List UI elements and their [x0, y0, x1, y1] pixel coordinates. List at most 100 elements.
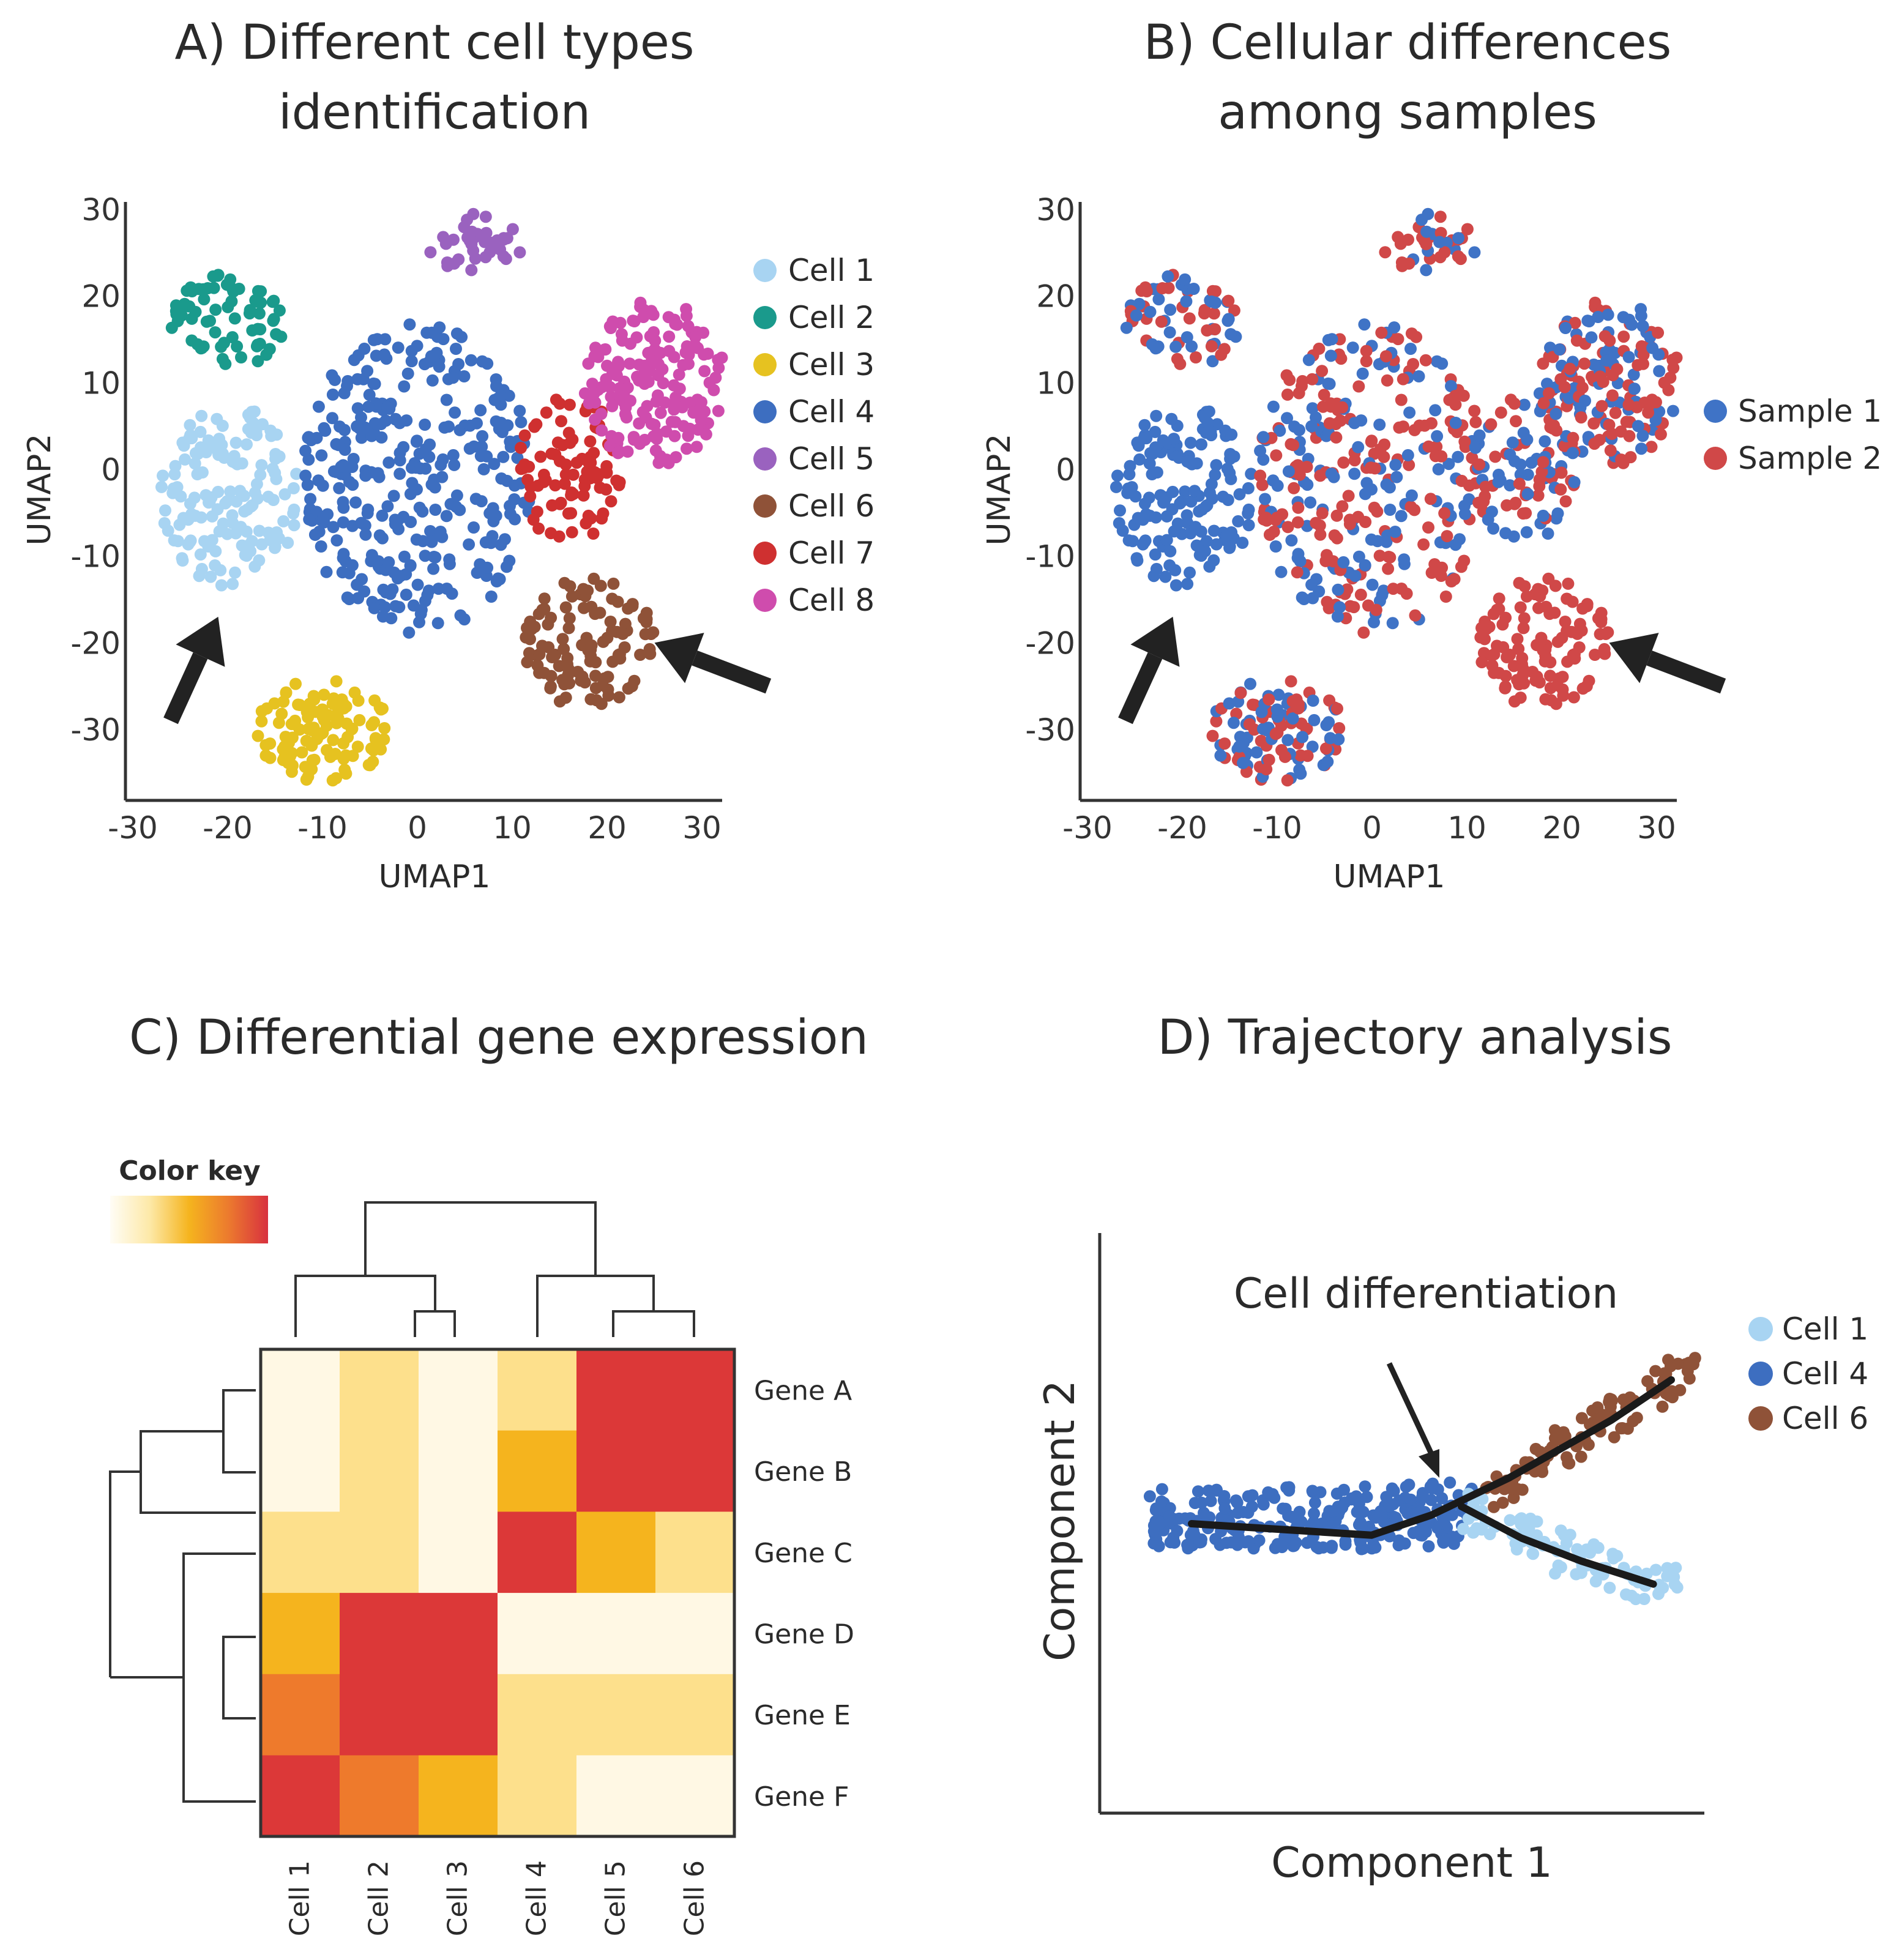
legend-label: Cell 4 — [1782, 1356, 1868, 1392]
umap-point — [651, 428, 663, 440]
panel-b-title-line1: B) Cellular differences — [1144, 15, 1672, 70]
umap-point — [673, 382, 686, 395]
umap-point — [230, 495, 243, 508]
umap-point — [1144, 305, 1157, 318]
umap-point — [1259, 493, 1272, 505]
umap-point — [1171, 517, 1184, 530]
y-tick-label: 30 — [81, 192, 121, 228]
legend-swatch — [753, 400, 777, 423]
umap-point — [368, 602, 381, 614]
umap-point — [1348, 454, 1361, 467]
umap-point — [179, 453, 192, 466]
umap-point — [277, 515, 290, 527]
umap-point — [359, 469, 372, 482]
umap-point — [619, 617, 632, 630]
umap-point — [523, 647, 535, 660]
umap-point — [1667, 362, 1680, 374]
umap-point — [1537, 456, 1550, 469]
umap-point — [1310, 516, 1322, 529]
umap-point — [1294, 749, 1307, 762]
legend-swatch — [753, 353, 777, 376]
umap-point — [1357, 626, 1370, 639]
umap-point — [337, 551, 349, 564]
umap-point — [185, 285, 198, 297]
umap-point — [195, 441, 207, 454]
umap-point — [1492, 475, 1505, 488]
umap-point — [1653, 365, 1666, 378]
umap-point — [1187, 283, 1200, 295]
umap-point — [1424, 493, 1437, 505]
umap-point — [1209, 468, 1222, 481]
umap-point — [515, 415, 528, 428]
umap-point — [1436, 561, 1449, 574]
umap-point — [1201, 324, 1214, 337]
umap-point — [1617, 330, 1630, 343]
umap-point — [1581, 315, 1594, 327]
umap-point — [584, 435, 597, 448]
umap-point — [1185, 340, 1198, 353]
umap-point — [252, 355, 264, 368]
umap-point — [1305, 578, 1318, 591]
umap-point — [599, 343, 611, 356]
umap-point — [267, 294, 280, 307]
umap-point — [1380, 535, 1393, 548]
umap-point — [1181, 578, 1194, 591]
umap-point — [1318, 389, 1330, 401]
umap-point — [1222, 313, 1235, 326]
umap-point — [1149, 511, 1162, 524]
umap-point — [1449, 398, 1462, 411]
umap-point — [370, 349, 382, 362]
trajectory-point — [1339, 1538, 1352, 1551]
umap-point — [1196, 503, 1209, 516]
umap-point — [1113, 517, 1125, 529]
umap-point — [312, 400, 325, 413]
umap-point — [1553, 343, 1566, 356]
umap-point — [458, 370, 471, 382]
trajectory-point — [1312, 1542, 1325, 1555]
umap-point — [228, 312, 241, 325]
umap-point — [1606, 369, 1619, 382]
trajectory-point — [1231, 1507, 1244, 1519]
umap-point — [1162, 270, 1174, 283]
umap-point — [255, 459, 268, 472]
umap-point — [1417, 538, 1430, 551]
umap-point — [1281, 521, 1294, 534]
x-tick-label: 10 — [493, 810, 532, 846]
trajectory-point — [1536, 1466, 1549, 1478]
heatmap-cell — [498, 1674, 577, 1756]
umap-point — [1205, 478, 1218, 491]
umap-point — [1260, 763, 1273, 776]
umap-point — [497, 250, 510, 263]
legend-label: Cell 2 — [788, 300, 875, 335]
umap-point — [315, 728, 327, 740]
umap-point — [212, 485, 225, 498]
umap-point — [158, 517, 171, 529]
umap-point — [644, 330, 657, 343]
umap-point — [1645, 441, 1658, 453]
umap-point — [226, 455, 239, 468]
umap-point — [582, 644, 595, 657]
trajectory-point — [1288, 1540, 1300, 1552]
umap-point — [1124, 460, 1136, 472]
umap-point — [1180, 295, 1193, 308]
umap-point — [428, 481, 441, 494]
umap-point — [1138, 432, 1151, 445]
umap-point — [316, 479, 329, 492]
umap-point — [183, 432, 196, 445]
umap-point — [1210, 459, 1223, 472]
heatmap-cell — [576, 1511, 656, 1593]
heatmap-cell — [340, 1755, 419, 1837]
trajectory-point — [1549, 1432, 1561, 1445]
umap-point — [1543, 387, 1555, 400]
umap-point — [1322, 716, 1335, 729]
umap-point — [1180, 331, 1193, 344]
umap-point — [558, 576, 571, 589]
umap-point — [1111, 469, 1124, 482]
umap-point — [640, 606, 653, 619]
heatmap-row-label: Gene E — [754, 1700, 851, 1731]
umap-point — [398, 550, 411, 563]
umap-point — [637, 311, 650, 323]
umap-point — [273, 450, 286, 463]
trajectory-point — [1147, 1525, 1160, 1538]
umap-point — [1513, 576, 1526, 589]
